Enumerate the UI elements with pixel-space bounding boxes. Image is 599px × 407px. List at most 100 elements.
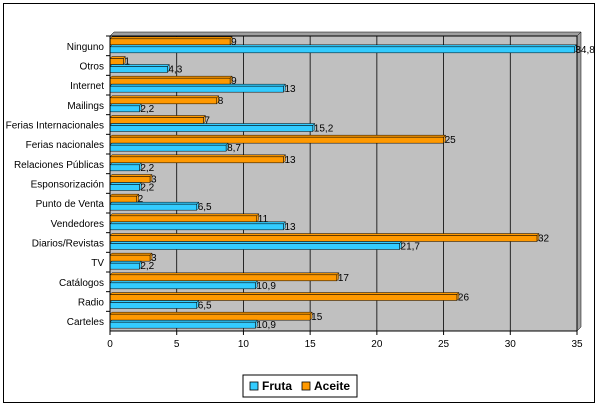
bar-top-fruta (109, 319, 259, 323)
bar-aceite (109, 274, 338, 282)
plot-side-wall (576, 31, 582, 332)
bar-top-aceite (109, 213, 260, 217)
bar-fruta (109, 243, 400, 250)
data-label-aceite: 15 (311, 312, 323, 323)
data-label-fruta: 2,2 (140, 104, 154, 115)
category-label: Catálogos (59, 278, 104, 289)
bar-fruta (109, 85, 284, 93)
bar-aceite (109, 38, 231, 46)
category-label: Vendedores (51, 219, 104, 230)
bar-top-fruta (109, 123, 316, 126)
bar-top-aceite (109, 75, 233, 79)
bar-fruta (109, 46, 575, 54)
bar-top-aceite (109, 193, 140, 197)
bar-fruta (109, 302, 197, 309)
bar-aceite (109, 97, 217, 105)
bar-top-aceite (109, 311, 313, 315)
category-label: Internet (70, 81, 104, 92)
bar-fruta (109, 321, 256, 329)
bar-top-fruta (109, 142, 229, 146)
bar-top-fruta (109, 44, 577, 48)
bar-aceite (109, 313, 311, 321)
bar-top-aceite (109, 233, 540, 236)
bar-top-fruta (109, 64, 170, 67)
bar-fruta (109, 125, 314, 132)
bar-top-fruta (109, 201, 200, 205)
data-label-fruta: 2,2 (140, 163, 154, 174)
category-label: Ferias Internacionales (6, 121, 104, 132)
bar-top-aceite (109, 115, 207, 118)
bar-top-fruta (109, 83, 287, 87)
category-label: Diarios/Revistas (32, 239, 104, 250)
data-label-aceite: 9 (231, 37, 237, 48)
plot-top-wall (109, 31, 582, 37)
bar-top-fruta (109, 300, 200, 303)
bar-top-fruta (109, 260, 142, 264)
bar-fruta (109, 184, 140, 191)
bar-aceite (109, 195, 137, 203)
legend-swatch-aceite (301, 381, 311, 391)
category-label: Punto de Venta (36, 199, 105, 210)
data-label-aceite: 3 (151, 253, 157, 264)
category-label: Ferias nacionales (26, 140, 104, 151)
x-tick-label: 10 (238, 339, 250, 350)
x-tick-label: 35 (571, 339, 583, 350)
x-tick-label: 20 (371, 339, 383, 350)
data-label-fruta: 10,9 (256, 281, 276, 292)
data-label-aceite: 8 (218, 96, 224, 107)
x-tick-label: 0 (107, 339, 113, 350)
bar-fruta (109, 66, 168, 73)
bar-aceite (109, 136, 444, 144)
bar-fruta (109, 282, 256, 290)
category-label: Mailings (67, 101, 104, 112)
bar-top-aceite (109, 36, 233, 40)
category-label: Esponsorización (31, 180, 104, 191)
bar-top-aceite (109, 252, 153, 256)
data-label-fruta: 2,2 (140, 183, 154, 194)
category-label: Otros (80, 62, 104, 73)
bar-fruta (109, 105, 140, 113)
legend-box (242, 374, 358, 398)
bar-aceite (109, 294, 458, 301)
bar-fruta (109, 262, 140, 270)
data-label-aceite: 26 (458, 293, 470, 304)
x-tick-label: 25 (438, 339, 450, 350)
bar-top-fruta (109, 103, 142, 107)
data-label-fruta: 15,2 (314, 124, 334, 135)
data-label-aceite: 9 (231, 76, 237, 87)
bar-top-fruta (109, 241, 403, 244)
data-label-aceite: 13 (284, 155, 296, 166)
data-label-aceite: 32 (538, 234, 550, 245)
data-label-fruta: 21,7 (401, 242, 421, 253)
data-label-fruta: 13 (284, 84, 296, 95)
x-tick-label: 30 (505, 339, 517, 350)
data-label-aceite: 7 (204, 116, 210, 127)
x-tick-label: 5 (174, 339, 180, 350)
bar-top-aceite (109, 134, 447, 138)
bar-fruta (109, 203, 197, 211)
data-label-aceite: 17 (338, 273, 350, 284)
bar-fruta (109, 223, 284, 231)
data-label-aceite: 2 (138, 194, 144, 205)
data-label-aceite: 25 (445, 135, 457, 146)
data-label-fruta: 34,8 (575, 45, 595, 56)
bar-top-fruta (109, 162, 142, 166)
bar-fruta (109, 144, 227, 152)
data-label-fruta: 2,2 (140, 261, 154, 272)
category-label: Relaciones Públicas (14, 160, 104, 171)
data-label-fruta: 10,9 (256, 320, 276, 331)
bar-aceite (109, 156, 284, 164)
data-label-fruta: 6,5 (198, 301, 212, 312)
bar-top-aceite (109, 56, 126, 59)
bar-top-fruta (109, 280, 259, 284)
bar-top-fruta (109, 221, 287, 225)
bar-aceite (109, 235, 538, 242)
bar-aceite (109, 117, 204, 124)
bar-top-aceite (109, 154, 287, 158)
category-label: Carteles (67, 317, 104, 328)
bar-top-aceite (109, 272, 340, 276)
data-label-fruta: 4,3 (168, 65, 182, 76)
bar-top-aceite (109, 292, 460, 295)
bar-aceite (109, 58, 124, 65)
